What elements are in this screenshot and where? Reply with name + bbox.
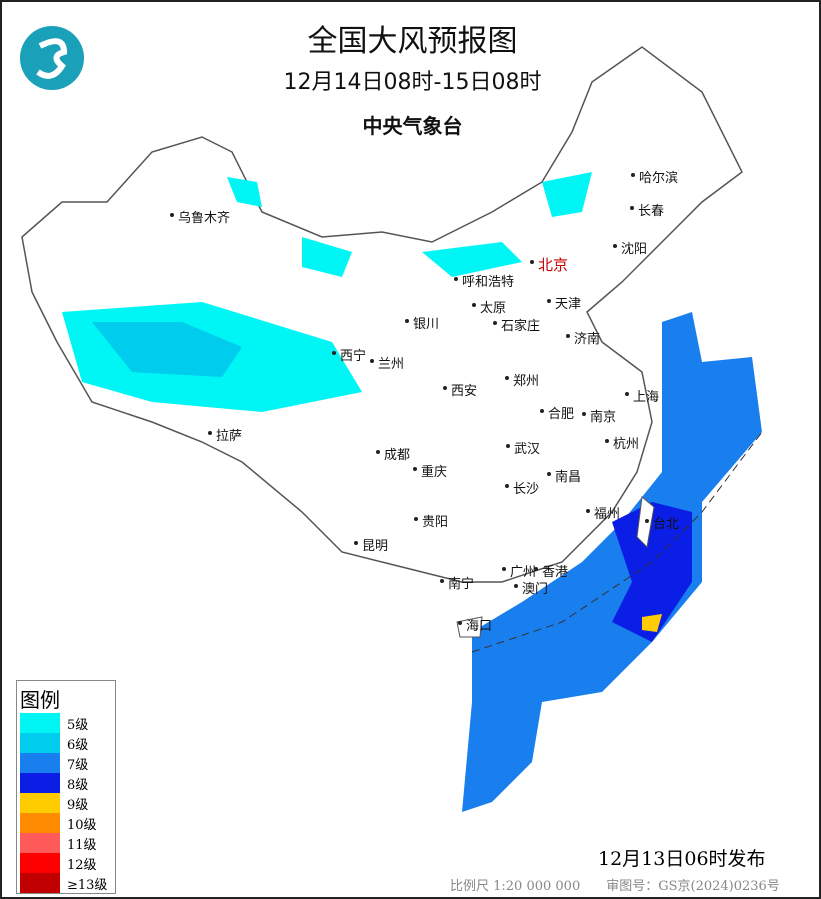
city-label: 郑州	[504, 370, 539, 389]
issue-time: 12月13日06时发布	[598, 848, 766, 870]
city-label: 天津	[546, 293, 581, 312]
wind-5-xinjiang	[227, 172, 592, 277]
city-label: 兰州	[369, 353, 404, 372]
city-label: 海口	[457, 615, 492, 634]
legend-swatch	[20, 753, 60, 773]
city-label: 香港	[533, 561, 568, 580]
legend-item: 12级	[17, 853, 115, 873]
legend-item: 7级	[17, 753, 115, 773]
city-label: 成都	[375, 444, 410, 463]
legend-label: 9级	[67, 797, 89, 813]
legend-swatch	[20, 813, 60, 833]
legend-item: 6级	[17, 733, 115, 753]
city-label: 广州	[501, 561, 536, 580]
map-scale: 比例尺 1:20 000 000	[450, 879, 581, 894]
legend-label: 10级	[67, 817, 97, 833]
city-label: 石家庄	[492, 315, 540, 334]
legend-label: ≥13级	[67, 877, 108, 893]
legend-label: 5级	[67, 717, 89, 733]
map-approval-number: 审图号：GS京(2024)0236号	[606, 879, 780, 894]
city-label: 上海	[624, 386, 659, 405]
city-label: 昆明	[353, 535, 388, 554]
city-label: 杭州	[604, 433, 639, 452]
legend-label: 12级	[67, 857, 97, 873]
legend-swatch	[20, 733, 60, 753]
map-footer: 比例尺 1:20 000 000 审图号：GS京(2024)0236号	[450, 875, 806, 894]
legend: 图例 5级 6级 7级 8级 9级 10级 11级 12级 ≥13级	[16, 680, 116, 894]
legend-label: 8级	[67, 777, 89, 793]
city-label: 重庆	[412, 461, 447, 480]
city-label: 武汉	[505, 438, 540, 457]
legend-item: 5级	[17, 713, 115, 733]
forecast-period: 12月14日08时-15日08时	[283, 70, 542, 95]
legend-swatch	[20, 873, 60, 893]
city-label: 北京	[529, 256, 569, 274]
city-label: 西安	[442, 380, 477, 399]
wind-9-spot	[642, 614, 662, 632]
legend-item: 10级	[17, 813, 115, 833]
city-label: 贵阳	[413, 511, 448, 530]
legend-item: ≥13级	[17, 873, 115, 893]
city-label: 南京	[581, 406, 616, 425]
city-label: 银川	[404, 313, 439, 332]
city-label: 呼和浩特	[453, 271, 514, 290]
wind-6-tibet	[92, 322, 242, 377]
city-label: 南宁	[439, 573, 474, 592]
legend-title: 图例	[20, 688, 60, 712]
city-label: 福州	[585, 503, 620, 522]
cma-logo	[20, 26, 84, 90]
hainan-island	[456, 616, 483, 638]
city-label: 乌鲁木齐	[169, 207, 230, 226]
legend-label: 6级	[67, 737, 89, 753]
city-label: 台北	[644, 513, 679, 532]
legend-label: 11级	[67, 837, 97, 853]
legend-item: 8级	[17, 773, 115, 793]
city-label: 澳门	[513, 578, 548, 597]
legend-label: 7级	[67, 757, 89, 773]
legend-item: 9级	[17, 793, 115, 813]
wind-8-taiwan-strait	[612, 502, 692, 642]
city-label: 南昌	[546, 466, 581, 485]
legend-item: 11级	[17, 833, 115, 853]
city-label: 长沙	[504, 478, 539, 497]
city-label: 西宁	[331, 345, 366, 364]
legend-swatch	[20, 853, 60, 873]
legend-swatch	[20, 793, 60, 813]
city-label: 拉萨	[207, 425, 242, 444]
city-label: 哈尔滨	[630, 167, 678, 186]
wind-7-sea	[462, 312, 762, 812]
agency-name: 中央气象台	[362, 114, 463, 138]
legend-swatch	[20, 833, 60, 853]
city-label: 沈阳	[612, 238, 647, 257]
city-label: 济南	[565, 328, 600, 347]
city-label: 长春	[629, 200, 664, 219]
city-label: 合肥	[539, 403, 574, 422]
legend-swatch	[20, 713, 60, 733]
legend-swatch	[20, 773, 60, 793]
city-label: 太原	[471, 297, 506, 316]
map-title: 全国大风预报图	[307, 24, 518, 59]
